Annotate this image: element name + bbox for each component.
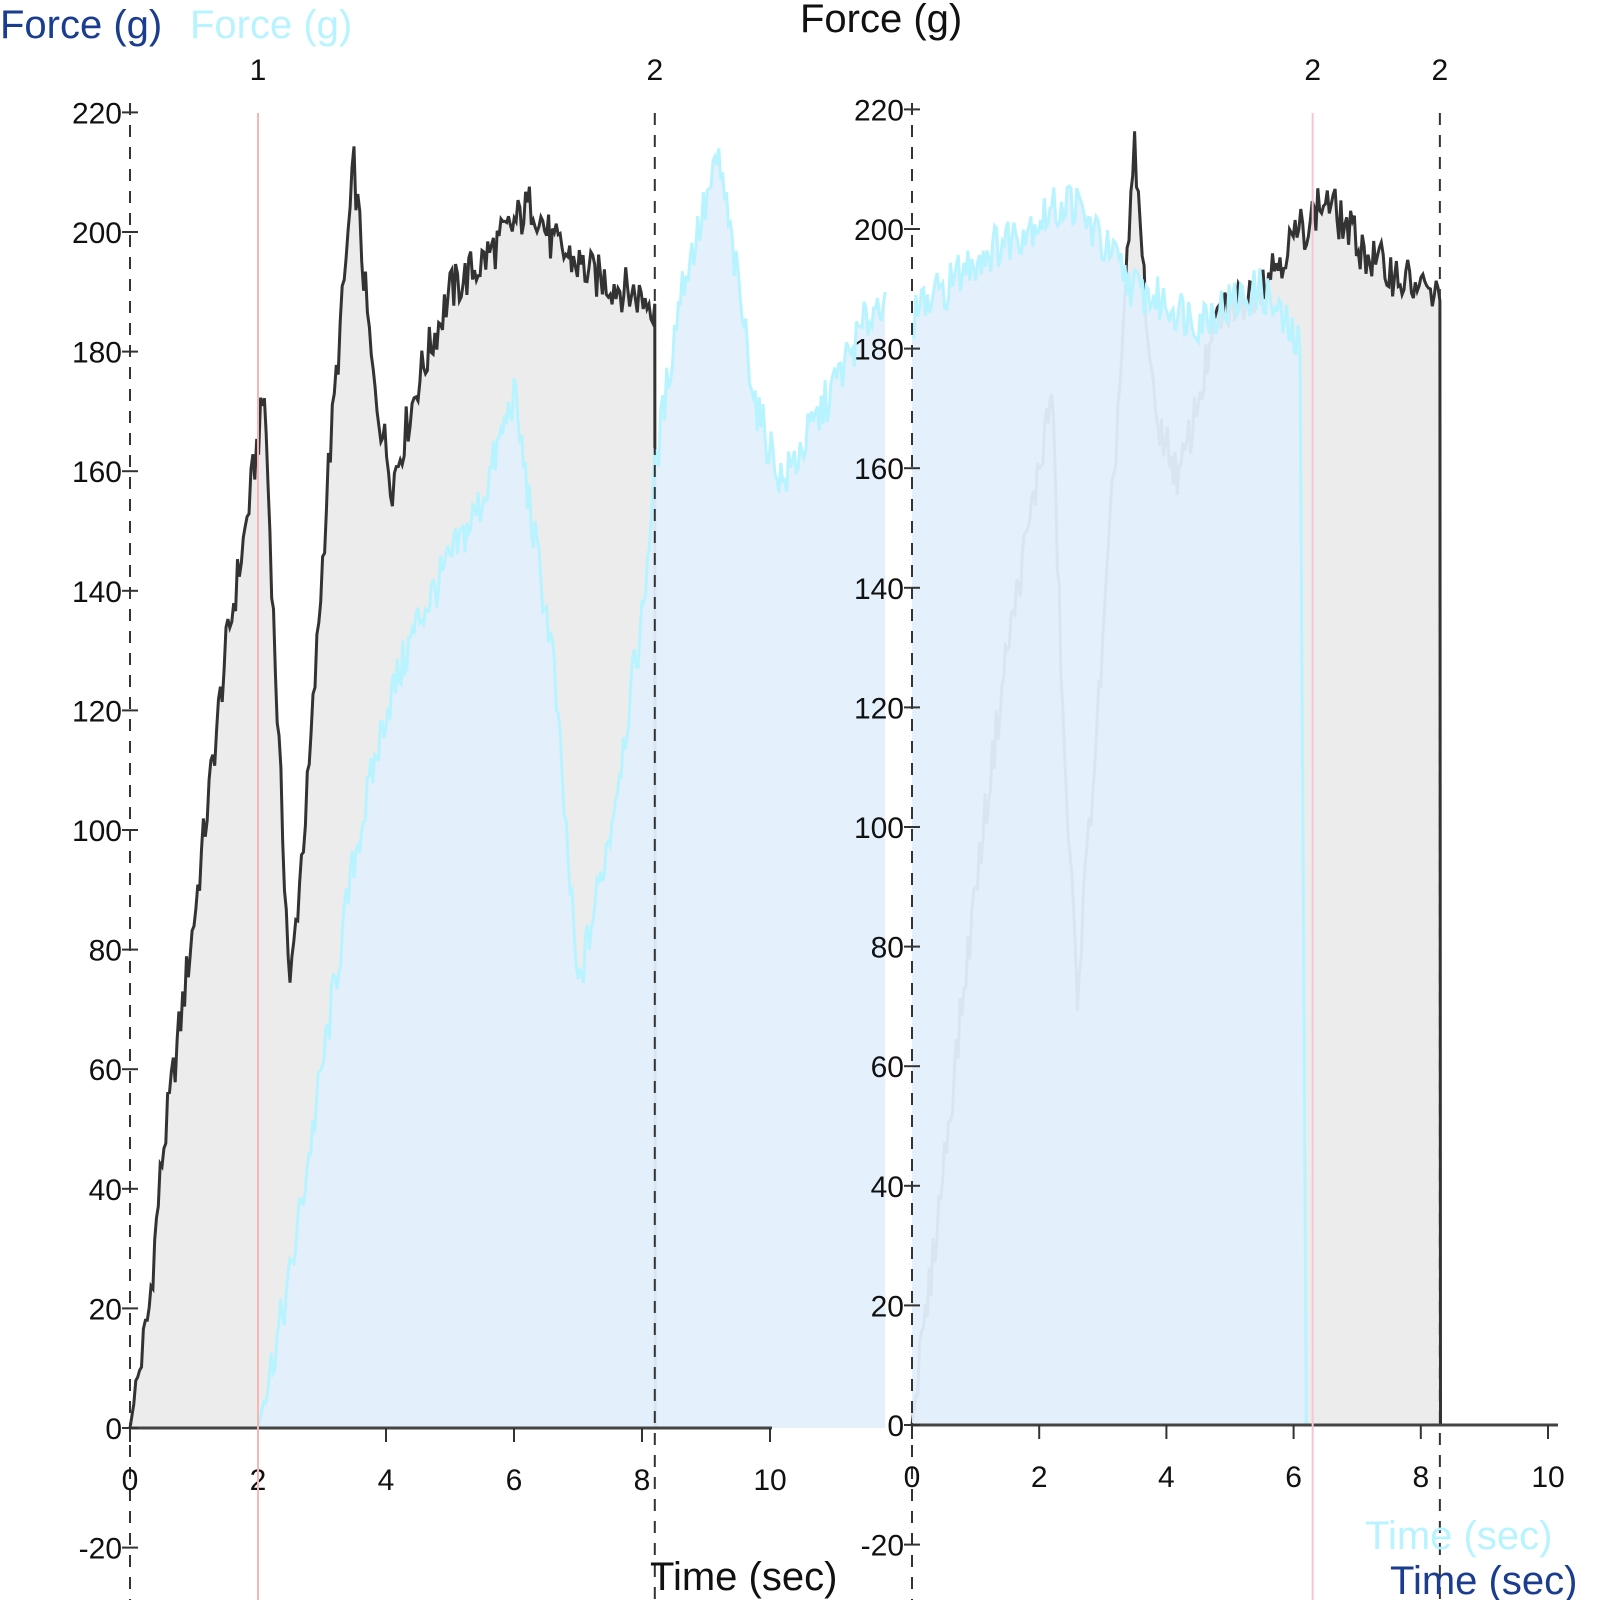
- y-tick-label--20-panel-1: -20: [861, 1530, 904, 1563]
- x-tick-label-4-panel-1: 4: [1158, 1461, 1175, 1494]
- series-1-area-panel-1: [912, 186, 1307, 1426]
- x-tick-label-10-panel-1: 10: [1531, 1461, 1564, 1494]
- marker-label-0-panel-0: 1: [250, 54, 267, 87]
- series-0-line-panel-0: [128, 146, 657, 1429]
- y-tick-label-120-panel-1: 120: [854, 692, 904, 725]
- left-xlabel: Time (sec): [650, 1555, 837, 1599]
- marker-label-0-panel-1: 2: [1304, 54, 1321, 87]
- y-tick-label-180-panel-0: 180: [72, 337, 122, 370]
- series-1-area-panel-0: [258, 148, 886, 1428]
- y-tick-label-60-panel-1: 60: [871, 1051, 904, 1084]
- y-tick-label-140-panel-0: 140: [72, 576, 122, 609]
- y-tick-label-200-panel-1: 200: [854, 214, 904, 247]
- y-tick-label-200-panel-0: 200: [72, 217, 122, 250]
- series-1-line-panel-1: [911, 184, 1308, 1426]
- marker-label-1-panel-0: 2: [646, 54, 663, 87]
- right-ylabel: Force (g): [800, 0, 962, 41]
- y-tick-label-20-panel-0: 20: [89, 1293, 122, 1326]
- marker-label-1-panel-1: 2: [1432, 54, 1449, 87]
- right-xlabel-ghost: Time (sec): [1365, 1514, 1552, 1558]
- right-xlabel: Time (sec): [1390, 1559, 1577, 1600]
- x-tick-label-0-panel-0: 0: [122, 1464, 139, 1497]
- x-tick-label-6-panel-1: 6: [1285, 1461, 1302, 1494]
- y-tick-label-220-panel-1: 220: [854, 94, 904, 127]
- y-tick-label-120-panel-0: 120: [72, 695, 122, 728]
- y-tick-label-80-panel-0: 80: [89, 935, 122, 968]
- y-tick-label-0-panel-1: 0: [887, 1410, 904, 1443]
- y-tick-label-100-panel-1: 100: [854, 812, 904, 845]
- x-tick-label-8-panel-0: 8: [634, 1464, 651, 1497]
- x-tick-label-6-panel-0: 6: [506, 1464, 523, 1497]
- y-tick-label--20-panel-0: -20: [79, 1533, 122, 1566]
- y-tick-label-20-panel-1: 20: [871, 1290, 904, 1323]
- y-tick-label-40-panel-1: 40: [871, 1171, 904, 1204]
- y-tick-label-140-panel-1: 140: [854, 573, 904, 606]
- y-tick-label-80-panel-1: 80: [871, 932, 904, 965]
- y-tick-label-220-panel-0: 220: [72, 97, 122, 130]
- series-1-line-panel-0: [256, 148, 887, 1429]
- y-tick-label-0-panel-0: 0: [105, 1413, 122, 1446]
- left-ylabel: Force (g): [0, 3, 162, 47]
- y-tick-label-180-panel-1: 180: [854, 334, 904, 367]
- y-tick-label-60-panel-0: 60: [89, 1054, 122, 1087]
- x-tick-label-0-panel-1: 0: [904, 1461, 921, 1494]
- x-tick-label-8-panel-1: 8: [1412, 1461, 1429, 1494]
- y-tick-label-40-panel-0: 40: [89, 1174, 122, 1207]
- y-tick-label-100-panel-0: 100: [72, 815, 122, 848]
- y-tick-label-160-panel-0: 160: [72, 456, 122, 489]
- left-ylabel-ghost: Force (g): [190, 3, 352, 47]
- x-tick-label-2-panel-1: 2: [1031, 1461, 1048, 1494]
- x-tick-label-10-panel-0: 10: [753, 1464, 786, 1497]
- y-tick-label-160-panel-1: 160: [854, 453, 904, 486]
- x-tick-label-4-panel-0: 4: [378, 1464, 395, 1497]
